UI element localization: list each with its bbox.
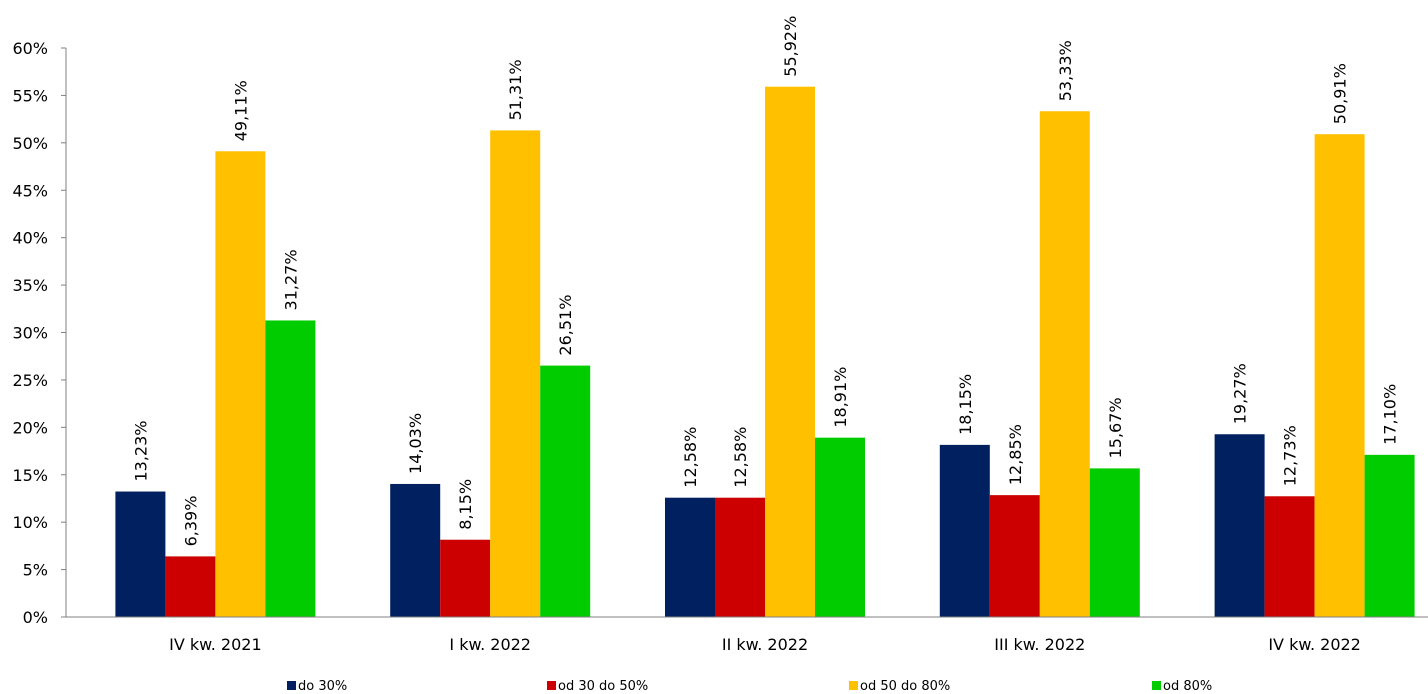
data-label: 49,11% xyxy=(231,80,250,141)
y-axis-tick-labels: 0% 5% 10% 15% 20% 25% 30% 35% 40% 45% 50% 55% 60% xyxy=(12,39,66,627)
category-label: II kw. 2022 xyxy=(722,635,808,654)
y-tick-label: 35% xyxy=(12,276,48,295)
y-tick-label: 25% xyxy=(12,371,48,390)
y-tick-label: 0% xyxy=(23,608,48,627)
y-tick-label: 55% xyxy=(12,86,48,105)
data-label: 12,58% xyxy=(731,427,750,488)
category-label: I kw. 2022 xyxy=(449,635,531,654)
bar-group xyxy=(115,86,1415,618)
data-labels: 13,23% 6,39% 49,11% 31,27% 14,03% 8,15% 51,31%… xyxy=(131,16,1399,547)
category-label: IV kw. 2021 xyxy=(169,635,262,654)
y-tick-label: 10% xyxy=(12,513,48,532)
bar xyxy=(1264,496,1315,617)
bar xyxy=(215,151,266,617)
bar xyxy=(540,365,591,617)
legend-swatch xyxy=(547,681,556,690)
y-tick-label: 45% xyxy=(12,181,48,200)
bar xyxy=(490,130,541,618)
data-label: 14,03% xyxy=(406,413,425,474)
data-label: 6,39% xyxy=(181,496,200,547)
data-label: 19,27% xyxy=(1231,363,1250,424)
bar xyxy=(165,556,216,617)
legend-label: od 30 do 50% xyxy=(558,679,648,694)
data-label: 17,10% xyxy=(1381,384,1400,445)
data-label: 12,58% xyxy=(681,427,700,488)
legend-label: do 30% xyxy=(298,679,347,694)
bar xyxy=(665,497,715,617)
bar xyxy=(715,497,765,617)
y-tick-label: 50% xyxy=(12,134,48,153)
legend-swatch xyxy=(287,681,296,690)
legend-swatch xyxy=(1152,681,1161,690)
data-label: 26,51% xyxy=(556,295,575,356)
data-label: 8,15% xyxy=(456,479,475,530)
data-label: 18,15% xyxy=(956,374,975,435)
y-tick-label: 30% xyxy=(12,324,48,343)
legend-label: od 50 do 80% xyxy=(860,679,950,694)
bar xyxy=(1039,111,1090,617)
y-tick-label: 60% xyxy=(12,39,48,58)
data-label: 15,67% xyxy=(1106,397,1125,458)
y-tick-label: 15% xyxy=(12,466,48,485)
data-label: 12,73% xyxy=(1281,425,1300,486)
data-label: 18,91% xyxy=(831,367,850,428)
data-label: 55,92% xyxy=(781,16,800,77)
category-labels: IV kw. 2021 I kw. 2022 II kw. 2022 III kw. … xyxy=(169,635,1361,654)
bar xyxy=(939,444,990,617)
bar xyxy=(765,86,815,617)
data-label: 53,33% xyxy=(1056,40,1075,101)
bar xyxy=(440,539,491,617)
bar xyxy=(1314,134,1365,618)
bar xyxy=(265,320,316,617)
bar xyxy=(1089,468,1140,617)
legend-swatch xyxy=(849,681,858,690)
data-label: 51,31% xyxy=(506,59,525,120)
bar xyxy=(390,483,441,617)
data-label: 50,91% xyxy=(1331,63,1350,124)
legend-label: od 80% xyxy=(1163,679,1212,694)
y-tick-label: 5% xyxy=(23,561,48,580)
category-label: IV kw. 2022 xyxy=(1268,635,1361,654)
y-tick-label: 40% xyxy=(12,229,48,248)
data-label: 12,85% xyxy=(1006,424,1025,485)
bar xyxy=(1364,454,1415,617)
legend: do 30% od 30 do 50% od 50 do 80% od 80% xyxy=(287,679,1212,694)
bar xyxy=(815,437,865,617)
y-tick-label: 20% xyxy=(12,418,48,437)
data-label: 13,23% xyxy=(131,421,150,482)
bar xyxy=(989,495,1040,617)
bar xyxy=(1214,434,1265,617)
category-label: III kw. 2022 xyxy=(994,635,1085,654)
data-label: 31,27% xyxy=(281,249,300,310)
bar xyxy=(115,491,166,617)
